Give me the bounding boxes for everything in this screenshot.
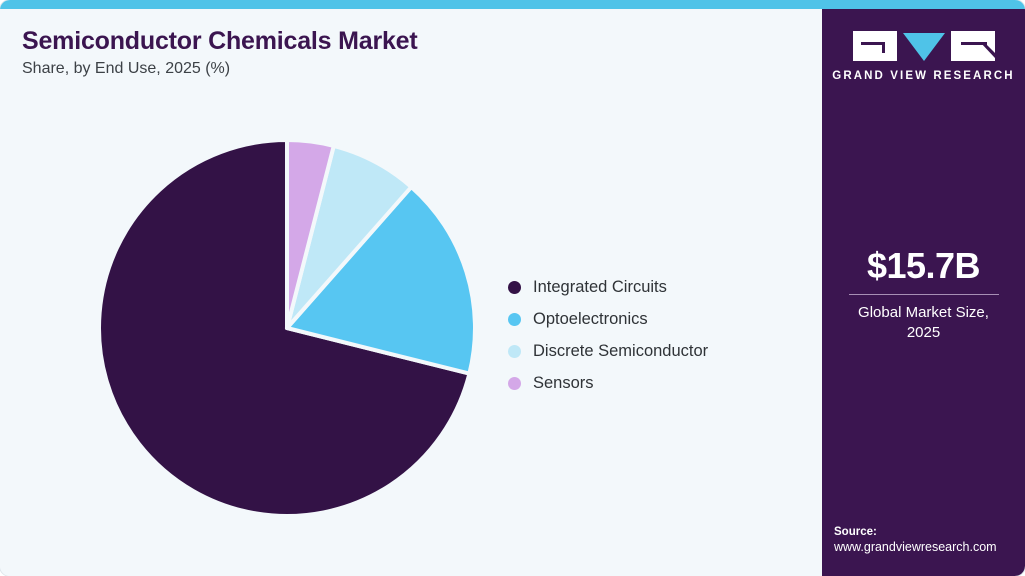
legend-item-label: Integrated Circuits [533,277,667,296]
legend-color-swatch [508,280,521,294]
brand-name: GRAND VIEW RESEARCH [832,70,1015,82]
legend-color-swatch [508,344,521,358]
kpi-divider [848,293,999,295]
page-subtitle: Share, by End Use, 2025 (%) [22,60,231,77]
source-block: Source: www.grandviewresearch.com [834,526,1024,554]
pie-chart [99,140,475,516]
legend-item[interactable]: Optoelectronics [508,303,708,335]
pie-chart-svg [99,140,475,516]
legend-item[interactable]: Discrete Semiconductor [508,335,708,367]
pie-slice[interactable] [285,184,475,376]
legend-item-label: Discrete Semiconductor [533,341,709,360]
accent-top-bar [0,0,1025,9]
logo-r-icon [950,31,995,61]
legend-item-label: Sensors [533,373,594,392]
chart-legend: Integrated Circuits Optoelectronics Discre… [508,271,708,399]
page-title: Semiconductor Chemicals Market [22,27,418,55]
pie-slice[interactable] [99,140,472,516]
kpi-block: $15.7B Global Market Size, 2025 [822,247,1025,343]
brand-logo: GRAND VIEW RESEARCH [822,31,1025,82]
legend-color-swatch [508,376,521,390]
legend-item[interactable]: Integrated Circuits [508,271,708,303]
brand-panel: GRAND VIEW RESEARCH $15.7B Global Market… [822,9,1025,576]
logo-v-triangle-icon [902,33,945,61]
chart-area: Semiconductor Chemicals Market Share, by… [0,9,822,576]
source-label: Source: [834,526,877,538]
kpi-value: $15.7B [866,245,981,286]
source-url[interactable]: www.grandviewresearch.com [834,540,997,554]
legend-color-swatch [508,312,521,326]
legend-item-label: Optoelectronics [533,309,648,328]
logo-marks [852,31,995,61]
kpi-caption: Global Market Size, 2025 [858,303,989,342]
legend-item[interactable]: Sensors [508,367,708,399]
pie-slice[interactable] [285,140,336,330]
logo-g-icon [852,31,897,61]
